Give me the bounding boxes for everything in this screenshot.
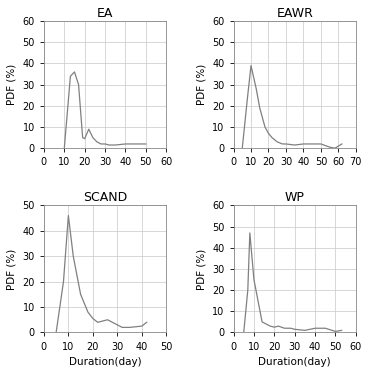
Title: EA: EA — [97, 7, 113, 20]
X-axis label: Duration(day): Duration(day) — [69, 357, 141, 367]
Title: EAWR: EAWR — [276, 7, 313, 20]
Y-axis label: PDF (%): PDF (%) — [7, 64, 17, 105]
Title: WP: WP — [285, 191, 305, 204]
Title: SCAND: SCAND — [83, 191, 127, 204]
Y-axis label: PDF (%): PDF (%) — [197, 64, 207, 105]
Y-axis label: PDF (%): PDF (%) — [197, 248, 207, 289]
X-axis label: Duration(day): Duration(day) — [258, 357, 331, 367]
Y-axis label: PDF (%): PDF (%) — [7, 248, 17, 289]
